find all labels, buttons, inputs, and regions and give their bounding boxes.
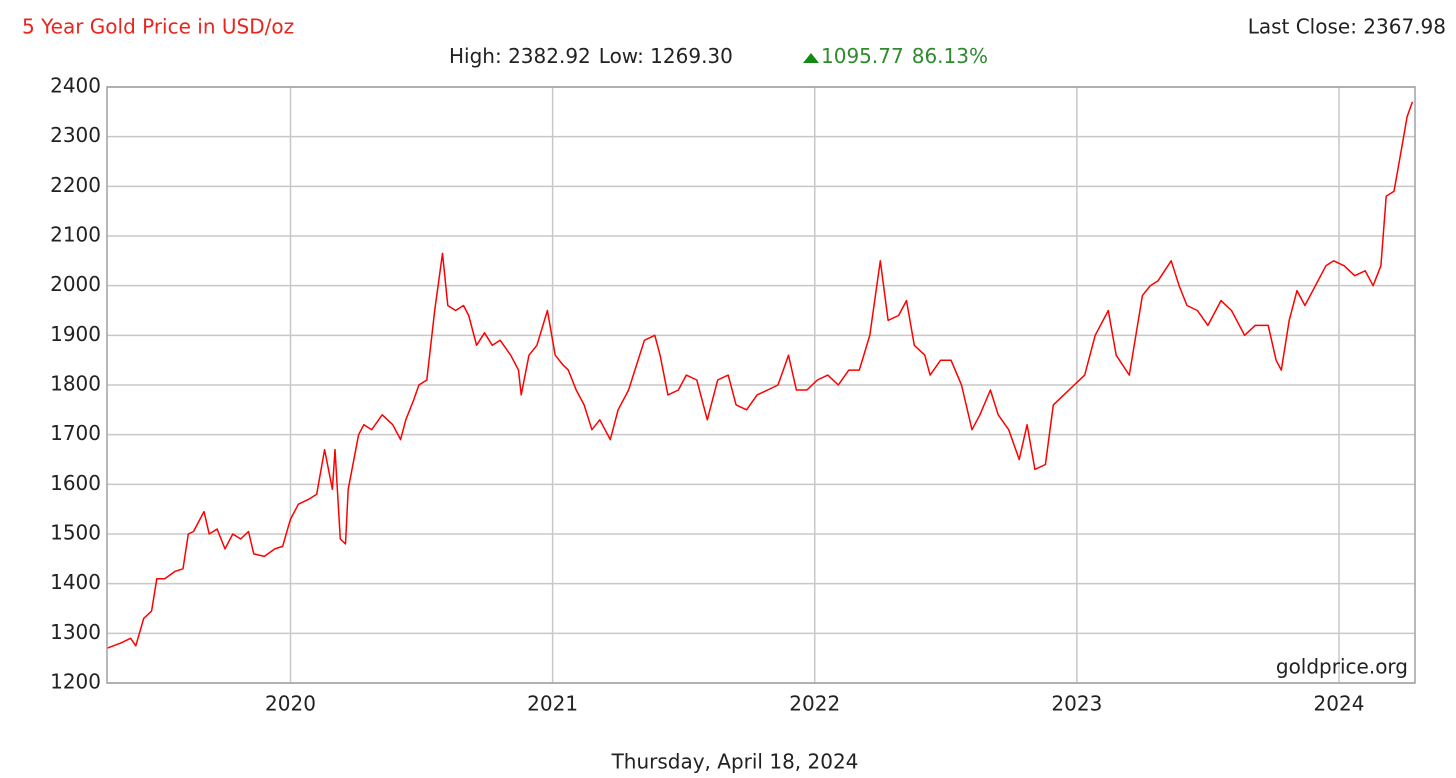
- price-line: [106, 101, 1414, 649]
- x-tick-label: 2021: [527, 692, 578, 716]
- y-tick-label: 2100: [50, 223, 101, 247]
- date: Thursday, April 18, 2024: [611, 750, 859, 774]
- chart-title: 5 Year Gold Price in USD/oz: [22, 15, 294, 39]
- high: High: 2382.92: [449, 44, 591, 68]
- y-tick-label: 1500: [50, 521, 101, 545]
- watermark: goldprice.org: [1276, 655, 1408, 679]
- high-low: High: 2382.92 Low: 1269.30: [449, 44, 733, 68]
- y-tick-label: 1900: [50, 322, 101, 346]
- y-tick-label: 1300: [50, 620, 101, 644]
- y-tick-label: 2200: [50, 173, 101, 197]
- x-tick-label: 2023: [1051, 692, 1102, 716]
- y-tick-label: 2300: [50, 123, 101, 147]
- y-tick-label: 2400: [50, 74, 101, 98]
- x-tick-label: 2024: [1314, 692, 1365, 716]
- change: 1095.77 86.13%: [821, 44, 988, 68]
- y-tick-label: 1700: [50, 421, 101, 445]
- y-tick-label: 2000: [50, 272, 101, 296]
- y-tick-label: 1200: [50, 670, 101, 694]
- y-tick-label: 1800: [50, 372, 101, 396]
- x-tick-label: 2022: [789, 692, 840, 716]
- plot-area: 1200 1300 1400 1500 1600 1700 1800 1900 2000 2100…: [50, 74, 1415, 716]
- low: Low: 1269.30: [599, 44, 733, 68]
- x-tick-label: 2020: [265, 692, 316, 716]
- up-arrow: [803, 53, 819, 63]
- y-tick-label: 1600: [50, 471, 101, 495]
- change-value: 1095.77: [821, 44, 904, 68]
- plot-frame: [106, 86, 1416, 684]
- change-pct: 86.13%: [912, 44, 988, 68]
- y-tick-label: 1400: [50, 570, 101, 594]
- last-close: Last Close: 2367.98: [1248, 15, 1446, 39]
